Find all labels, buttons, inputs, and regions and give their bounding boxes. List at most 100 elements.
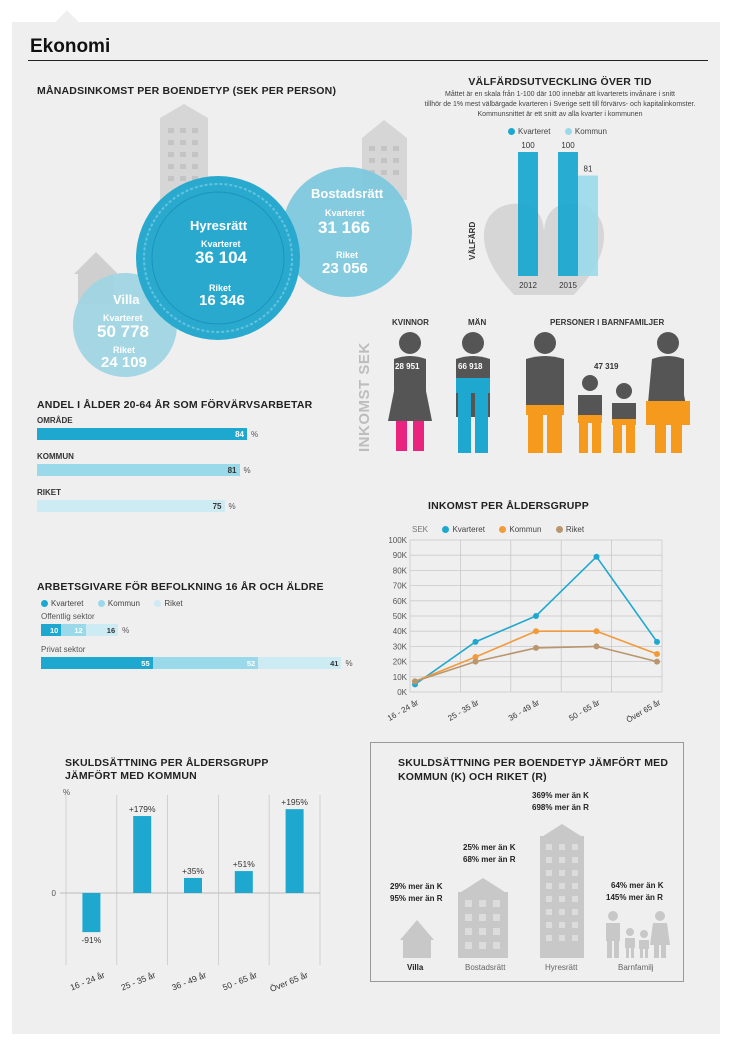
employment-value-2: 75 [212, 502, 222, 511]
income-age-point [533, 613, 539, 619]
debt-age-bar-2 [184, 877, 202, 893]
employment-bar-0 [37, 428, 247, 440]
income-age-ytick: 80K [393, 566, 408, 575]
hyresratt-k-value: 36 104 [195, 248, 247, 267]
employers-title: ARBETSGIVARE FÖR BEFOLKNING 16 ÅR OCH ÄL… [37, 581, 324, 593]
debt-villa-name: Villa [407, 963, 424, 972]
employment-bar-1 [37, 464, 240, 476]
income-age-line-1 [414, 630, 658, 683]
welfare-title: VÄLFÄRDSUTVECKLING ÖVER TID [468, 76, 652, 88]
employment-label-1: KOMMUN [37, 452, 74, 461]
debt-age-bar-3 [234, 871, 253, 893]
debt-bostadsratt-name: Bostadsrätt [465, 963, 506, 972]
income-age-point [472, 654, 479, 661]
villa-k-value: 50 778 [97, 322, 149, 341]
income-age-ytick: 60K [393, 597, 408, 606]
income-age-ytick: 100K [388, 536, 407, 545]
income-age-ytick: 50K [393, 612, 408, 621]
income-age-point [654, 658, 660, 665]
hyresratt-coin [136, 176, 300, 340]
debt-age-bar-1 [133, 816, 152, 893]
debt-age-xtick: 16 - 24 år [69, 970, 107, 993]
debt-housing-title-1: SKULDSÄTTNING PER BOENDETYP JÄMFÖRT MED [398, 757, 669, 769]
welfare-tick-2012: 2012 [519, 281, 537, 290]
woman-icon [388, 332, 432, 451]
debt-age-bar-4 [285, 809, 304, 893]
welfare-bar-2015-1 [578, 175, 598, 276]
income-age-xtick: 50 - 65 år [567, 698, 601, 723]
welfare-desc-2: tillhör de 1% mest välbärgade kvarteren … [424, 101, 696, 108]
debt-age-data-label: +51% [233, 859, 255, 869]
family-label: PERSONER I BARNFAMILJER [550, 318, 665, 327]
man-value: 66 918 [458, 362, 483, 371]
employment-title: ANDEL I ÅLDER 20-64 ÅR SOM FÖRVÄRVSARBET… [37, 399, 313, 411]
debt-age-data-label: -91% [81, 935, 101, 945]
debt-age-xtick: Över 65 år [268, 970, 309, 994]
bostadsratt-circle [282, 167, 412, 297]
debt-hyresratt-k: 369% mer än K [532, 791, 589, 800]
header-rule [28, 60, 708, 61]
villa-k-label: Kvarteret [103, 313, 143, 323]
debt-age-chart: % 0 -91% 16 - 24 år +179% 25 - 35 år +35% 36 - … [52, 788, 321, 994]
debt-age-zero: 0 [52, 889, 57, 898]
debt-housing-title-2: KOMMUN (K) OCH RIKET (R) [398, 771, 547, 783]
employment-label-0: OMRÅDE [37, 416, 73, 425]
welfare-data-label: 81 [584, 165, 593, 174]
employment-bar-2 [37, 500, 225, 512]
villa-r-label: Riket [113, 345, 136, 355]
debt-age-title-1: SKULDSÄTTNING PER ÅLDERSGRUPP [65, 757, 269, 769]
income-housing-graphic [73, 104, 412, 377]
kvinnor-label: KVINNOR [392, 318, 429, 327]
employers-legend-riket: Riket [164, 599, 183, 609]
income-age-point [533, 644, 539, 651]
debt-villa-k: 29% mer än K [390, 882, 443, 891]
income-age-legend-kommun: Kommun [509, 525, 542, 535]
income-age-point [654, 651, 660, 657]
barnfamilj-icon [606, 911, 670, 958]
bostadsratt-r-label: Riket [336, 250, 359, 260]
hyresratt-r-value: 16 346 [199, 292, 245, 309]
employers-seg-1-0 [41, 657, 153, 669]
income-side-label: INKOMST SEK [356, 342, 373, 452]
welfare-legend-kommun: Kommun [574, 127, 607, 137]
income-age-point [472, 638, 479, 645]
employment-value-1: 81 [227, 466, 237, 475]
debt-age-title-2: JÄMFÖRT MED KOMMUN [65, 770, 197, 782]
man-icon [456, 332, 490, 453]
hyresratt-k-label: Kvarteret [201, 239, 241, 249]
debt-housing-box [370, 742, 684, 982]
man-label: MÄN [468, 318, 487, 327]
income-age-xtick: 36 - 49 år [507, 698, 541, 723]
debt-barnfamilj-name: Barnfamilj [618, 963, 654, 972]
income-age-point [593, 628, 600, 635]
welfare-tick-2015: 2015 [559, 281, 577, 290]
people-figures [388, 332, 690, 453]
income-age-xtick: Över 65 år [625, 698, 663, 725]
employers-seg-0-2 [85, 624, 119, 636]
welfare-legend: Kvarteret Kommun [508, 123, 617, 141]
employment-unit-1: % [243, 466, 251, 475]
income-age-point [472, 658, 479, 665]
welfare-desc-1: Måttet är en skala från 1-100 där 100 in… [445, 91, 675, 98]
employers-seg-1-2 [258, 657, 342, 669]
income-age-legend-kvarteret: Kvarteret [452, 525, 485, 535]
employment-label-2: RIKET [37, 488, 61, 497]
employers-val-0-0: 10 [49, 626, 59, 635]
family-value: 47 319 [594, 362, 619, 371]
income-age-line-0 [414, 555, 658, 686]
employers-seg-0-0 [41, 624, 62, 636]
employers-val-0-1: 12 [74, 626, 83, 635]
bostadsratt-k-label: Kvarteret [325, 208, 365, 218]
welfare-ylabel: VÄLFÄRD [468, 221, 477, 260]
income-age-legend: SEK Kvarteret Kommun Riket [412, 521, 594, 539]
welfare-chart: 100 2012 100 81 2015 [484, 141, 604, 295]
employers-label-0: Offentlig sektor [41, 612, 95, 621]
debt-barnfamilj-r: 145% mer än R [606, 893, 663, 902]
debt-age-xtick: 25 - 35 år [119, 970, 157, 993]
employers-seg-1-1 [152, 657, 259, 669]
page-title: Ekonomi [30, 36, 111, 57]
income-age-point [654, 638, 660, 645]
income-age-yunit: SEK [412, 525, 429, 535]
bostadsratt-name: Bostadsrätt [311, 186, 384, 201]
income-age-ytick: 30K [393, 642, 408, 651]
